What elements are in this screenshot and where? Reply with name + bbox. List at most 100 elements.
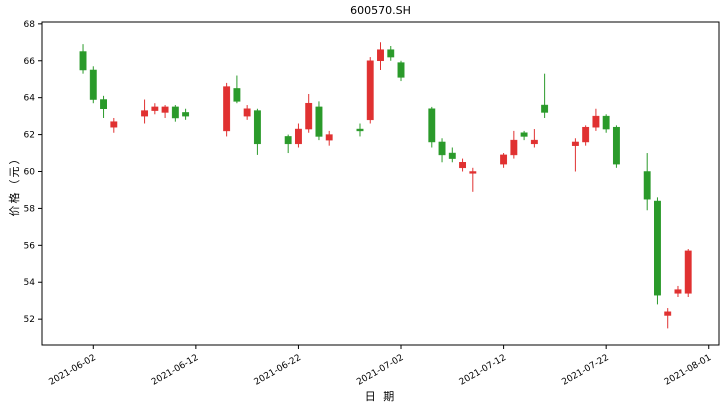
candle	[182, 108, 190, 120]
x-tick-label: 2021-07-12	[458, 353, 508, 388]
candle-body	[110, 121, 118, 128]
candle-body	[643, 171, 651, 200]
candle	[612, 125, 620, 168]
candle-body	[582, 126, 590, 143]
candle-body	[253, 110, 261, 145]
candle	[438, 138, 446, 163]
candle-body	[387, 49, 395, 58]
candle	[428, 106, 436, 148]
candle	[592, 108, 600, 131]
candle	[284, 134, 292, 154]
candle	[643, 153, 651, 211]
candle-body	[500, 154, 508, 165]
candle	[397, 60, 405, 82]
candle	[100, 95, 107, 118]
candle	[356, 123, 364, 137]
candle	[223, 82, 231, 137]
candle-body	[79, 51, 87, 71]
candle-body	[243, 108, 251, 117]
candle-body	[520, 132, 528, 137]
candle	[79, 44, 87, 74]
candle	[315, 101, 323, 141]
candle-body	[377, 49, 384, 62]
x-tick-label: 2021-07-22	[560, 353, 610, 388]
candle-body	[592, 115, 600, 128]
candle	[253, 108, 261, 155]
y-tick-label: 64	[24, 94, 36, 104]
x-tick-label: 2021-08-01	[663, 353, 713, 388]
candle-body	[182, 112, 190, 117]
candle	[141, 99, 149, 124]
candle	[387, 45, 395, 61]
candle-body	[571, 141, 579, 146]
candle-body	[305, 102, 313, 130]
candle-body	[294, 128, 302, 145]
x-tick-label: 2021-06-22	[253, 353, 303, 388]
x-tick-label: 2021-06-12	[150, 353, 200, 388]
candle-body	[459, 162, 467, 169]
y-tick-label: 68	[24, 20, 36, 30]
y-tick-label: 56	[24, 241, 36, 251]
candle	[110, 117, 118, 133]
candle	[294, 123, 302, 148]
candle-body	[325, 134, 333, 141]
candle	[448, 147, 456, 163]
x-axis-label: 日 期	[364, 390, 397, 403]
candle-body	[89, 69, 97, 100]
candle-body	[469, 171, 477, 174]
candle	[602, 114, 610, 133]
candle	[520, 130, 528, 141]
candle-body	[141, 110, 149, 117]
candle-body	[674, 289, 682, 294]
candle-body	[284, 136, 292, 145]
candle	[510, 130, 518, 159]
candle-body	[428, 108, 436, 143]
candle-body	[541, 104, 549, 113]
candle-body	[100, 99, 107, 109]
candle-body	[397, 62, 405, 78]
candle-body	[223, 86, 231, 132]
y-tick-label: 60	[24, 168, 36, 178]
candle	[325, 130, 333, 146]
candle-body	[171, 106, 179, 119]
x-tick-label: 2021-06-02	[47, 353, 97, 388]
candle-body	[438, 141, 446, 156]
y-axis-label: 价格（元）	[8, 151, 21, 217]
candle-body	[684, 250, 692, 294]
candle	[500, 153, 508, 168]
candle-body	[315, 106, 323, 137]
candle-body	[602, 115, 610, 130]
y-tick-label: 54	[24, 278, 36, 288]
candle	[541, 73, 549, 118]
candle	[377, 42, 384, 70]
candle-body	[151, 106, 159, 111]
candle-body	[448, 152, 456, 159]
candle	[459, 158, 467, 172]
candle-body	[161, 106, 169, 113]
candle	[571, 138, 579, 172]
candle-body	[530, 139, 538, 145]
candle	[161, 105, 169, 118]
chart-title: 600570.SH	[350, 4, 411, 17]
candle	[366, 57, 374, 124]
y-tick-label: 66	[24, 57, 36, 67]
candle	[233, 75, 241, 104]
candle	[684, 249, 692, 298]
candle	[654, 197, 661, 305]
candle	[530, 129, 538, 148]
candle	[674, 285, 682, 298]
x-tick-label: 2021-07-02	[355, 353, 405, 388]
plot-border	[41, 21, 720, 346]
candle	[243, 105, 251, 120]
candle-body	[233, 88, 241, 102]
candle-body	[654, 200, 661, 296]
candle	[582, 125, 590, 146]
candle-body	[612, 126, 620, 165]
candle	[151, 103, 159, 115]
y-tick-label: 62	[24, 131, 35, 141]
y-tick-label: 58	[24, 204, 36, 214]
candle-body	[510, 139, 518, 156]
candle	[171, 105, 179, 122]
